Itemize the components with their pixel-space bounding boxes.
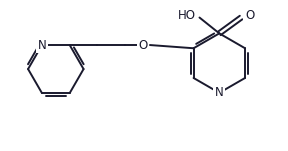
Text: O: O <box>139 39 148 51</box>
Text: N: N <box>37 39 46 51</box>
Text: HO: HO <box>177 9 196 22</box>
Text: N: N <box>215 86 224 99</box>
Text: O: O <box>245 9 254 22</box>
